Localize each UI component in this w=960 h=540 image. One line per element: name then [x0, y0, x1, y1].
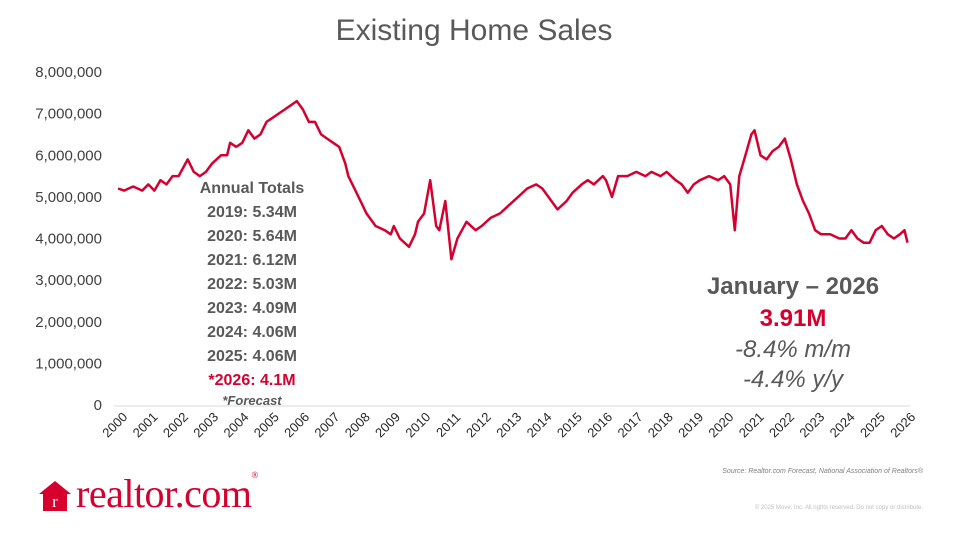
- copyright-note: © 2025 Move, Inc. All rights reserved. D…: [754, 505, 923, 511]
- x-tick-label: 2019: [675, 409, 706, 440]
- x-tick-label: 2020: [705, 409, 736, 440]
- x-tick-label: 2003: [190, 409, 221, 440]
- x-tick-label: 2014: [524, 409, 555, 440]
- y-tick-label: 4,000,000: [35, 231, 102, 248]
- y-tick-label: 7,000,000: [35, 106, 102, 123]
- y-tick-label: 6,000,000: [35, 147, 102, 164]
- y-tick-label: 8,000,000: [35, 64, 102, 81]
- logo-wordmark: realtor.com®: [76, 470, 258, 517]
- x-tick-label: 2000: [99, 409, 130, 440]
- annual-total-line: 2024: 4.06M: [207, 324, 297, 341]
- x-axis: 2000 2001 2002 2003 2004 2005 2006 2007 2008 2009…: [99, 409, 918, 440]
- annual-total-line: 2021: 6.12M: [207, 252, 297, 269]
- x-tick-label: 2016: [584, 409, 615, 440]
- year-over-year-change: -4.4% y/y: [742, 366, 844, 393]
- annual-total-line: 2020: 5.64M: [207, 228, 297, 245]
- house-icon: r: [39, 481, 71, 511]
- x-tick-label: 2009: [372, 409, 403, 440]
- y-axis: 0 1,000,000 2,000,000 3,000,000 4,000,000 5,0…: [35, 64, 102, 414]
- x-tick-label: 2008: [342, 409, 373, 440]
- x-tick-label: 2005: [251, 409, 282, 440]
- x-tick-label: 2023: [796, 409, 827, 440]
- annual-totals-box: Annual Totals 2019: 5.34M 2020: 5.64M 20…: [170, 177, 334, 409]
- logo-text: realtor.com: [76, 471, 252, 516]
- latest-value: 3.91M: [759, 305, 827, 332]
- x-tick-label: 2004: [221, 409, 252, 440]
- x-tick-label: 2026: [887, 409, 918, 440]
- x-tick-label: 2024: [827, 409, 858, 440]
- source-note: Source: Realtor.com Forecast, National A…: [722, 468, 923, 475]
- annual-totals-heading: Annual Totals: [199, 180, 305, 197]
- chart-title: Existing Home Sales: [335, 14, 613, 47]
- x-tick-label: 2002: [160, 409, 191, 440]
- y-tick-label: 1,000,000: [35, 355, 102, 372]
- x-tick-label: 2022: [766, 409, 797, 440]
- y-tick-label: 5,000,000: [35, 189, 102, 206]
- x-tick-label: 2007: [311, 409, 342, 440]
- series-line: [117, 99, 909, 261]
- x-tick-label: 2012: [463, 409, 494, 440]
- x-tick-label: 2001: [130, 409, 161, 440]
- x-tick-label: 2017: [615, 409, 646, 440]
- latest-month: January – 2026: [706, 273, 880, 300]
- x-tick-label: 2025: [857, 409, 888, 440]
- y-tick-label: 3,000,000: [35, 272, 102, 289]
- forecast-total-line: *2026: 4.1M: [208, 372, 296, 389]
- y-tick-label: 2,000,000: [35, 314, 102, 331]
- month-over-month-change: -8.4% m/m: [734, 336, 851, 363]
- x-tick-label: 2013: [493, 409, 524, 440]
- x-tick-label: 2006: [281, 409, 312, 440]
- logo-registered: ®: [251, 470, 259, 480]
- y-tick-label: 0: [94, 397, 102, 414]
- x-tick-label: 2011: [433, 410, 463, 440]
- x-tick-label: 2010: [402, 409, 433, 440]
- x-tick-label: 2015: [554, 409, 585, 440]
- annual-total-line: 2023: 4.09M: [207, 300, 297, 317]
- x-tick-label: 2018: [645, 409, 676, 440]
- logo-mark-letter: r: [52, 492, 58, 511]
- forecast-note: *Forecast: [222, 393, 282, 408]
- annual-total-line: 2022: 5.03M: [207, 276, 297, 293]
- x-tick-label: 2021: [736, 409, 767, 440]
- latest-stat-box: January – 2026 3.91M -8.4% m/m -4.4% y/y: [655, 271, 931, 395]
- annual-total-line: 2019: 5.34M: [207, 204, 297, 221]
- annual-total-line: 2025: 4.06M: [207, 348, 297, 365]
